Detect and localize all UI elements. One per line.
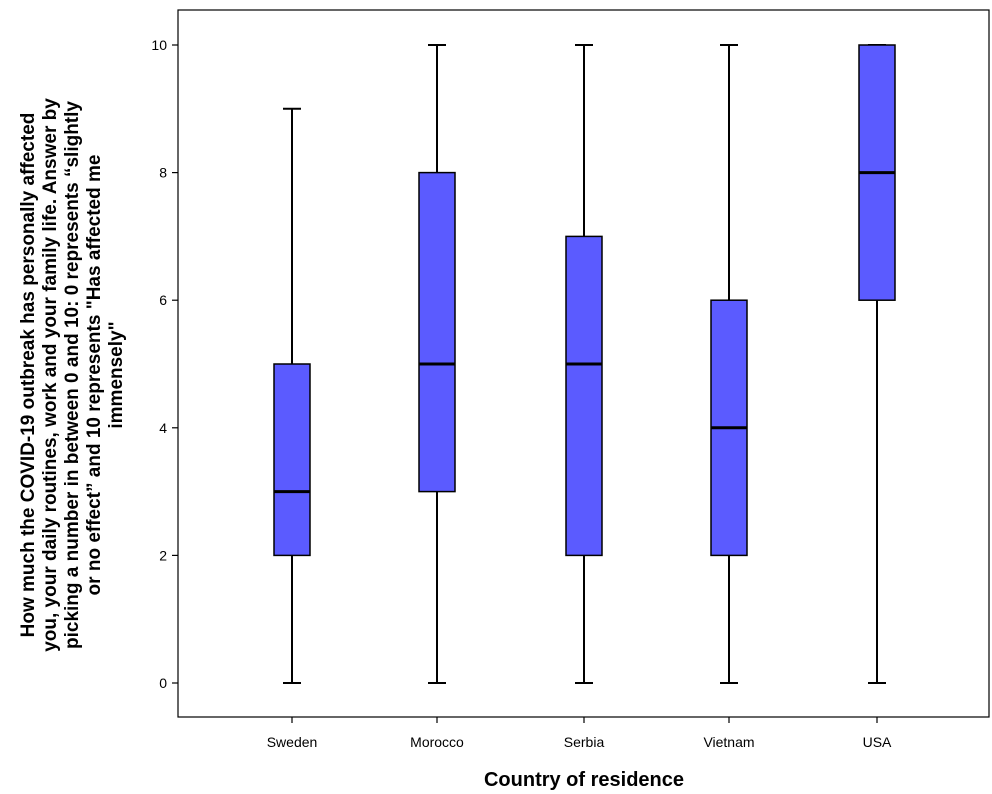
iqr-box: [418, 171, 456, 493]
box-usa: [858, 44, 896, 684]
x-tick-label: Serbia: [564, 734, 605, 750]
x-tick-label: USA: [863, 734, 892, 750]
y-tick-label: 10: [151, 37, 167, 53]
x-tick-label: Vietnam: [703, 734, 754, 750]
box-serbia: [565, 44, 603, 684]
iqr-box: [565, 235, 603, 557]
y-tick-label: 4: [159, 420, 167, 436]
box-morocco: [418, 44, 456, 684]
x-tick-label: Sweden: [267, 734, 318, 750]
x-axis: Sweden Morocco Serbia Vietnam USA: [267, 717, 892, 750]
boxes-group: [273, 44, 896, 684]
y-axis-title-line: picking a number in between 0 and 10: 0 …: [62, 101, 83, 649]
y-axis-title-line: immensely": [106, 321, 127, 428]
box-vietnam: [710, 44, 748, 684]
y-tick-label: 0: [159, 675, 167, 691]
iqr-box: [273, 363, 311, 557]
y-tick-label: 2: [159, 547, 167, 563]
y-axis-title-line: How much the COVID-19 outbreak has perso…: [18, 113, 39, 638]
y-axis-title-line: you, your daily routines, work and your …: [40, 98, 61, 652]
x-tick-label: Morocco: [410, 734, 464, 750]
y-axis: 0 2 4 6 8 10: [151, 37, 178, 691]
y-tick-label: 6: [159, 292, 167, 308]
box-sweden: [273, 107, 311, 684]
y-axis-title: How much the COVID-19 outbreak has perso…: [18, 98, 127, 652]
x-axis-title: Country of residence: [484, 769, 684, 791]
y-tick-label: 8: [159, 165, 167, 181]
y-axis-title-line: or no effect” and 10 represents "Has aff…: [84, 155, 105, 596]
